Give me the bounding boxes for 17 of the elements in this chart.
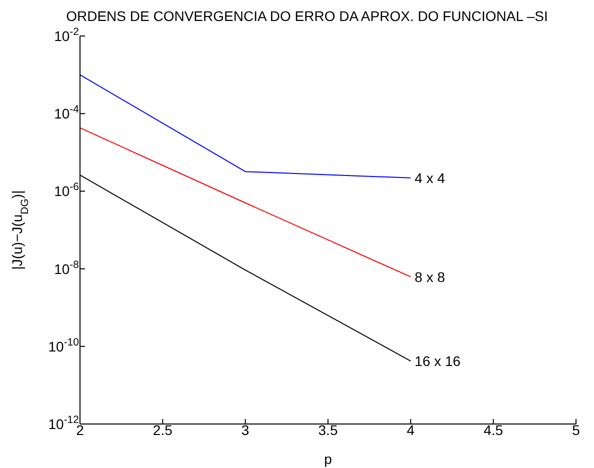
x-tick-label: 4	[406, 422, 415, 438]
y-tick-label: 10$^{-6}$	[54, 181, 80, 200]
series-label: 4 x 4	[414, 170, 446, 186]
x-axis-title: p	[324, 451, 332, 467]
x-tick-label: 5	[572, 422, 580, 438]
y-tick-label: 10$^{-8}$	[54, 258, 80, 277]
y-tick-label: 10$^{-10}$	[48, 336, 80, 354]
y-tick-label: 10$^{-2}$	[54, 26, 80, 44]
x-tick-label: 3	[241, 422, 250, 438]
x-tick-label: 3.5	[318, 422, 338, 438]
y-tick-label: 10$^{-4}$	[54, 104, 80, 122]
chart-title: ORDENS DE CONVERGENCIA DO ERRO DA APROX. DO FUNCIONAL –SI	[65, 8, 549, 24]
series-label: 8 x 8	[414, 268, 446, 285]
series-label: 16 x 16	[414, 353, 461, 370]
x-tick-label: 2.5	[152, 422, 173, 438]
x-tick-label: 2	[76, 422, 84, 438]
x-tick-label: 4.5	[484, 422, 504, 438]
